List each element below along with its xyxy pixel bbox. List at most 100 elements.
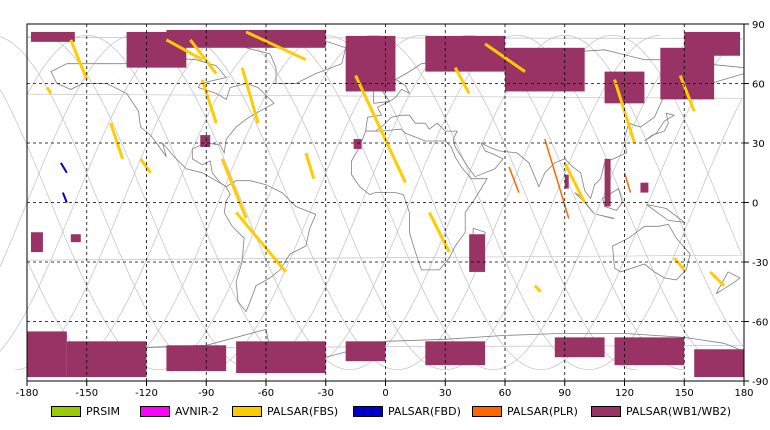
wb-swath: [554, 337, 605, 358]
legend-label-palsar-fbd: PALSAR(FBD): [388, 404, 461, 418]
fbs-swath: [234, 211, 288, 273]
wb-swath: [425, 35, 505, 72]
wb-swath: [70, 234, 81, 243]
fbs-swath: [709, 270, 726, 287]
legend-item-palsar-fbs: PALSAR(FBS): [232, 404, 338, 418]
coastline: [373, 86, 391, 104]
x-tick-label: 150: [675, 388, 694, 399]
fbs-swath: [678, 75, 696, 112]
wb-swath: [684, 31, 741, 56]
fbs-swath: [484, 42, 526, 73]
wb-swath: [353, 139, 362, 149]
fbs-swath: [453, 66, 471, 95]
legend-label-palsar-plr: PALSAR(PLR): [507, 404, 578, 418]
fbs-swath: [189, 38, 218, 75]
world-coverage-map: -180 -150 -120 -90 -60 -30 0 30 60 90 120 150 180 90 6…: [0, 20, 769, 399]
wb-swath: [604, 158, 611, 207]
plr-swath: [508, 166, 520, 193]
x-tick-label: 0: [382, 388, 388, 399]
legend-label-palsar-wb: PALSAR(WB1/WB2): [626, 404, 732, 418]
wb-swath: [614, 337, 685, 366]
wb-swath: [345, 341, 386, 362]
wb-swath: [505, 47, 585, 92]
wb-swath: [425, 341, 486, 366]
legend-swatch-avnir2: [140, 405, 170, 417]
fbs-swath: [139, 157, 152, 174]
fbs-swath: [563, 162, 587, 204]
legend-label-prsim: PRSIM: [86, 404, 120, 418]
fbd-swath: [60, 162, 68, 174]
orbit-track: [0, 34, 135, 268]
legend: PRSIM AVNIR-2 PALSAR(FBS) PALSAR(FBD) PA…: [0, 401, 770, 421]
legend-swatch-palsar-plr: [472, 405, 502, 417]
fbs-swath: [673, 257, 686, 271]
fbs-swath: [245, 30, 307, 62]
x-tick-label: -180: [16, 388, 39, 399]
fbs-swath: [354, 74, 407, 184]
legend-item-prsim: PRSIM: [51, 404, 120, 418]
wb-swath: [345, 35, 396, 92]
coastline: [646, 204, 686, 223]
coastline: [644, 112, 676, 142]
x-tick-label: 180: [734, 388, 753, 399]
coastline: [596, 214, 615, 219]
fbs-swath: [427, 211, 451, 253]
y-tick-label: -60: [752, 318, 768, 329]
x-tick-label: 30: [439, 388, 452, 399]
x-tick-label: -120: [135, 388, 158, 399]
legend-item-avnir2: AVNIR-2: [140, 404, 219, 418]
legend-label-avnir2: AVNIR-2: [175, 404, 219, 418]
wb-swath: [166, 345, 227, 372]
x-tick-label: 60: [499, 388, 512, 399]
y-tick-label: 60: [752, 80, 765, 91]
legend-swatch-palsar-wb: [591, 405, 621, 417]
legend-swatch-palsar-fbs: [232, 405, 262, 417]
y-tick-label: 0: [752, 199, 758, 210]
orbit-track: [0, 36, 207, 371]
x-tick-label: -30: [318, 388, 334, 399]
x-tick-label: -90: [198, 388, 214, 399]
wb-swath: [236, 341, 326, 374]
y-tick-label: 30: [752, 139, 765, 150]
fbs-swath: [69, 39, 89, 81]
coastline: [351, 128, 488, 271]
x-tick-label: -60: [258, 388, 274, 399]
x-tick-label: 120: [615, 388, 634, 399]
orbit-track: [373, 34, 589, 371]
y-tick-label: 90: [752, 20, 765, 31]
fbs-swath: [613, 79, 636, 144]
wb-swath: [640, 182, 649, 193]
x-tick-label: -150: [75, 388, 98, 399]
fbs-swath: [165, 38, 203, 62]
legend-item-palsar-fbd: PALSAR(FBD): [353, 404, 461, 418]
y-tick-label: -30: [752, 258, 768, 269]
wb-swath: [66, 341, 147, 378]
legend-swatch-prsim: [51, 405, 81, 417]
legend-item-palsar-wb: PALSAR(WB1/WB2): [591, 404, 731, 418]
wb-swath: [27, 331, 67, 378]
legend-item-palsar-plr: PALSAR(PLR): [472, 404, 578, 418]
x-tick-label: 90: [558, 388, 571, 399]
fbs-swath: [533, 284, 542, 293]
orbit-track: [230, 34, 446, 371]
fbs-swath: [220, 158, 248, 219]
wb-swath: [469, 234, 486, 272]
fbd-swath: [61, 192, 68, 203]
fbs-swath: [240, 67, 260, 124]
y-tick-label: -90: [752, 377, 768, 388]
legend-label-palsar-fbs: PALSAR(FBS): [267, 404, 339, 418]
plr-swath: [623, 172, 632, 193]
coastline: [612, 223, 691, 281]
fbs-swath: [45, 86, 53, 95]
fbs-swath: [109, 122, 125, 160]
axis-ticks: -180 -150 -120 -90 -60 -30 0 30 60 90 120 150 180 90 6…: [16, 20, 769, 399]
coastline: [715, 271, 741, 295]
wb-swath: [30, 232, 43, 253]
wb-swath: [200, 135, 211, 147]
fbs-swath: [200, 79, 218, 124]
legend-swatch-palsar-fbd: [353, 405, 383, 417]
coastline: [602, 187, 623, 211]
wb-swath: [564, 174, 569, 189]
fbs-swath: [304, 152, 316, 180]
coastline: [223, 180, 317, 313]
